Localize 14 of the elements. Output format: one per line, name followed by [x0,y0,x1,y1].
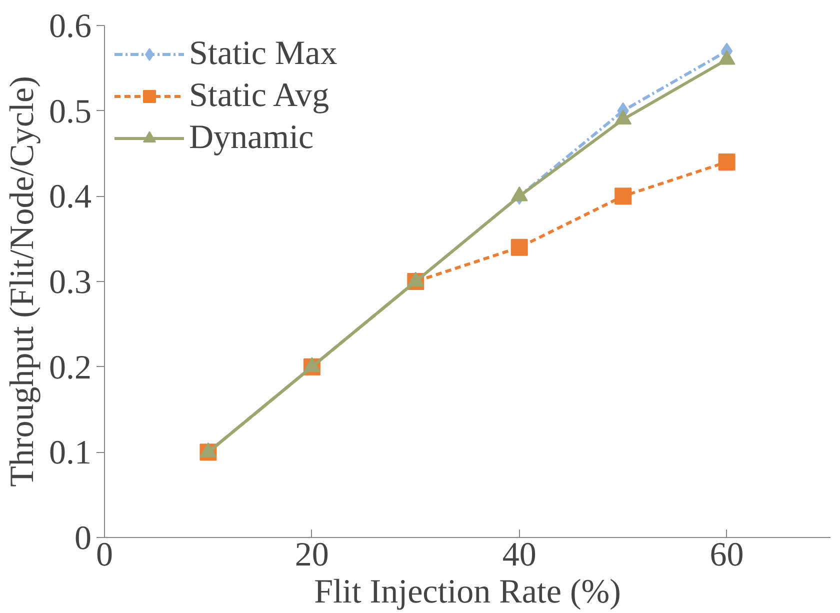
legend-label: Static Max [189,35,338,73]
x-axis-title: Flit Injection Rate (%) [314,574,621,610]
x-tick-label: 40 [502,536,536,574]
y-tick-label: 0.4 [49,178,92,216]
legend-label: Dynamic [189,119,314,157]
y-tick-label: 0.3 [49,264,92,301]
y-tick-label: 0.6 [49,8,92,45]
y-tick-label: 0.2 [49,349,92,386]
x-tick-label: 20 [294,536,329,574]
y-tick-label: 0.1 [49,434,92,472]
legend-label: Static Avg [189,77,330,115]
y-tick-label: 0.5 [49,93,92,130]
y-axis-title: Throughput (Flit/Node/Cycle) [4,76,41,487]
x-tick-label: 60 [710,536,744,574]
